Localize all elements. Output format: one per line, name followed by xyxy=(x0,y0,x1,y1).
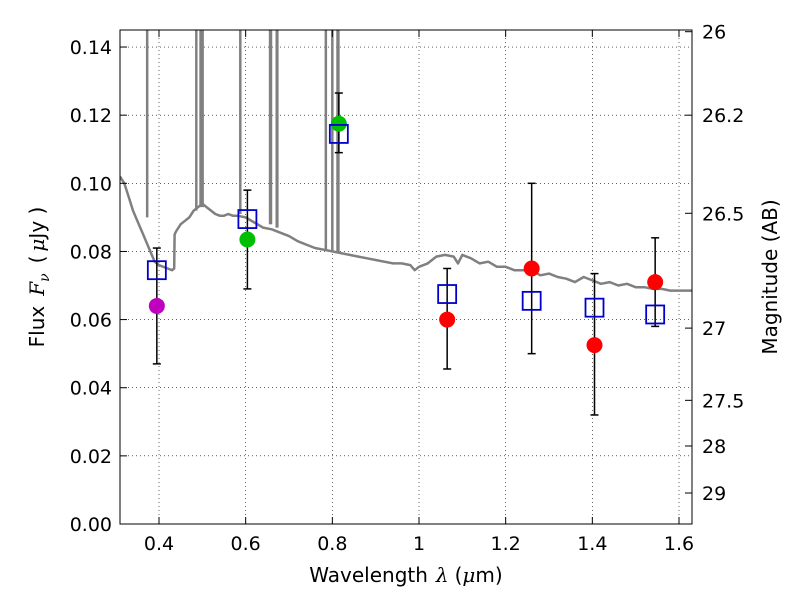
x-tick-label: 1.2 xyxy=(491,533,521,555)
template-spectrum-line xyxy=(120,175,692,292)
model-points-layer xyxy=(146,124,666,325)
y-tick-label: 0.12 xyxy=(70,105,112,127)
y-tick-label: 0.04 xyxy=(70,378,112,400)
y2-tick-label: 28 xyxy=(702,436,726,458)
y2-tick-label: 26.5 xyxy=(702,203,744,225)
x-tick-label: 1 xyxy=(413,533,425,555)
x-tick-label: 0.6 xyxy=(231,533,261,555)
x-tick-label: 0.4 xyxy=(144,533,174,555)
y2-tick-label: 29 xyxy=(702,483,726,505)
y-tick-label: 0.10 xyxy=(70,173,112,195)
model-point xyxy=(584,297,605,318)
plot-area xyxy=(120,30,692,416)
y-tick-label: 0.06 xyxy=(70,310,112,332)
grid xyxy=(120,30,692,525)
observed-point xyxy=(647,274,664,291)
observed-point xyxy=(586,337,603,354)
y-tick-label: 0.08 xyxy=(70,241,112,263)
y2-axis-title: Magnitude (AB) xyxy=(758,199,782,354)
model-point xyxy=(437,284,458,304)
observed-point xyxy=(330,115,347,132)
model-point xyxy=(521,290,542,311)
observed-point xyxy=(523,260,540,277)
ticks: 0.4 0.6 0.8 1 1.2 1.4 1.6 0.00 0.02 0.04 0.06 0.08 0… xyxy=(70,22,745,555)
observed-point xyxy=(439,311,456,328)
y2-tick-label: 27.5 xyxy=(702,390,744,412)
errorbars-layer xyxy=(152,92,660,416)
y2-tick-label: 27 xyxy=(702,318,726,340)
x-tick-label: 0.8 xyxy=(317,533,347,555)
model-point xyxy=(237,209,258,229)
x-tick-label: 1.6 xyxy=(664,533,694,555)
y2-tick-label: 26 xyxy=(702,22,726,44)
x-axis-title: Wavelength λ (μm) xyxy=(309,563,502,587)
model-point xyxy=(645,304,666,325)
plot-frame xyxy=(119,29,693,525)
y-tick-label: 0.14 xyxy=(70,37,112,59)
observed-points-layer xyxy=(148,115,664,354)
y-tick-label: 0.00 xyxy=(70,514,112,536)
model-point xyxy=(328,124,349,144)
observed-point xyxy=(148,297,165,314)
model-point xyxy=(146,260,167,281)
y-axis-title: FluxFν(μJy ) xyxy=(25,207,53,348)
x-tick-label: 1.4 xyxy=(577,533,607,555)
y-tick-label: 0.02 xyxy=(70,446,112,468)
observed-point xyxy=(239,231,256,248)
y2-tick-label: 26.2 xyxy=(702,105,744,127)
template-spectrum-layer xyxy=(120,30,692,292)
